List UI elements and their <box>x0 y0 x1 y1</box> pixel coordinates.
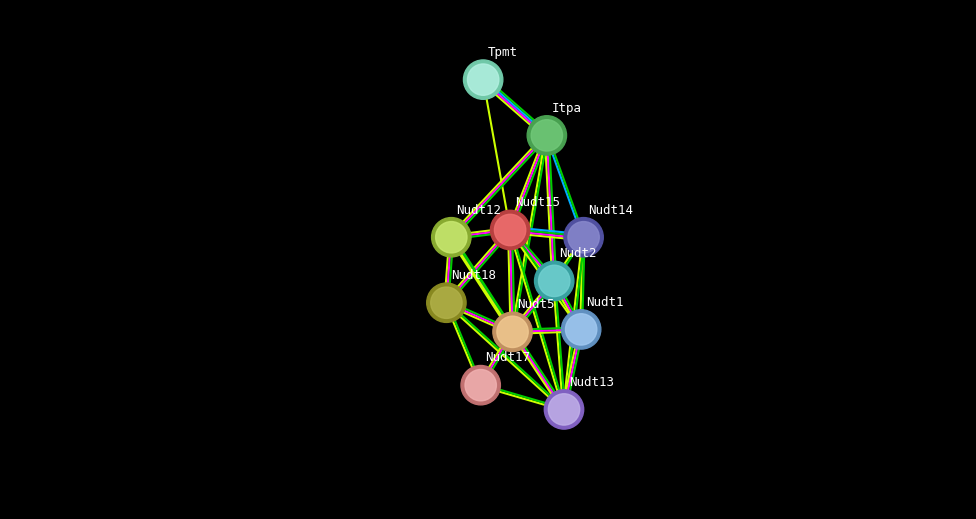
Text: Nudt14: Nudt14 <box>589 203 633 216</box>
Text: Nudt13: Nudt13 <box>569 376 614 389</box>
Circle shape <box>464 60 503 99</box>
Circle shape <box>495 214 526 245</box>
Circle shape <box>565 313 597 345</box>
Text: Nudt12: Nudt12 <box>456 203 501 216</box>
Circle shape <box>430 287 462 318</box>
Circle shape <box>535 261 574 301</box>
Text: Nudt18: Nudt18 <box>451 269 496 282</box>
Circle shape <box>531 120 562 151</box>
Circle shape <box>493 312 532 351</box>
Circle shape <box>435 222 467 253</box>
Circle shape <box>527 116 566 155</box>
Circle shape <box>539 265 570 296</box>
Text: Itpa: Itpa <box>551 102 582 115</box>
Circle shape <box>564 217 603 257</box>
Text: Nudt5: Nudt5 <box>517 298 554 311</box>
Circle shape <box>468 64 499 95</box>
Circle shape <box>561 310 601 349</box>
Text: Nudt2: Nudt2 <box>559 247 596 260</box>
Circle shape <box>497 316 528 348</box>
Text: Tpmt: Tpmt <box>488 46 518 59</box>
Circle shape <box>461 365 501 405</box>
Circle shape <box>490 210 530 250</box>
Text: Nudt15: Nudt15 <box>514 196 560 209</box>
Circle shape <box>568 222 599 253</box>
Circle shape <box>427 283 467 322</box>
Circle shape <box>431 217 471 257</box>
Text: Nudt1: Nudt1 <box>586 296 624 309</box>
Circle shape <box>465 370 497 401</box>
Text: Nudt17: Nudt17 <box>485 351 530 364</box>
Circle shape <box>545 390 584 429</box>
Circle shape <box>549 394 580 425</box>
